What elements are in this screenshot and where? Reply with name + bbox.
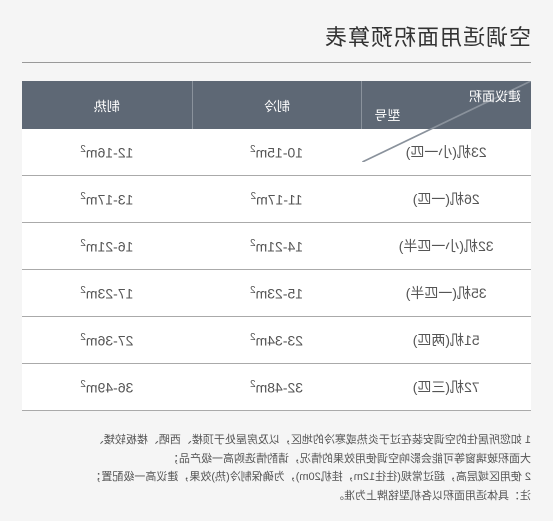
cell-cool: 15-23m2 xyxy=(192,270,362,317)
table-row: 51机(两匹)23-34m227-36m2 xyxy=(22,317,531,364)
header-area-label: 建议面积 xyxy=(469,86,521,105)
cell-cool: 23-34m2 xyxy=(192,317,362,364)
header-cool: 制冷 xyxy=(192,81,362,129)
cell-heat: 27-36m2 xyxy=(22,317,192,364)
cell-cool: 14-21m2 xyxy=(192,223,362,270)
table-row: 26机(一匹)11-17m213-17m2 xyxy=(22,176,531,223)
page-title: 空调适用面积预算表 xyxy=(22,20,531,63)
header-heat: 制热 xyxy=(22,81,192,129)
notes-section: 1 如您所居住的空调安装在过于炎热或寒冷的地区，以及房屋处于顶楼、西晒、楼板较矮… xyxy=(22,431,531,506)
cell-heat: 16-21m2 xyxy=(22,223,192,270)
cell-model: 72机(三匹) xyxy=(361,364,531,411)
note-line: 大面积玻璃窗等可能会影响空调使用效果的情况，请酌情选购高一级产品； xyxy=(22,450,531,469)
table-row: 72机(三匹)32-48m236-49m2 xyxy=(22,364,531,411)
cell-heat: 36-49m2 xyxy=(22,364,192,411)
cell-cool: 11-17m2 xyxy=(192,176,362,223)
cell-heat: 13-17m2 xyxy=(22,176,192,223)
cell-heat: 17-23m2 xyxy=(22,270,192,317)
cell-model: 35机(一匹半) xyxy=(361,270,531,317)
cell-model: 32机(小一匹半) xyxy=(361,223,531,270)
header-model-label: 型号 xyxy=(374,105,400,124)
cell-model: 51机(两匹) xyxy=(361,317,531,364)
note-line: 2 使用区域层高，超过常规(往往12m，挂机20m)，为确保制冷(热)效果，建议… xyxy=(22,468,531,487)
note-line: 注：具体适用面积以各机型铭牌上为准。 xyxy=(22,487,531,506)
note-line: 1 如您所居住的空调安装在过于炎热或寒冷的地区，以及房屋处于顶楼、西晒、楼板较矮… xyxy=(22,431,531,450)
table-row: 35机(一匹半)15-23m217-23m2 xyxy=(22,270,531,317)
cell-cool: 10-15m2 xyxy=(192,129,362,176)
cell-heat: 12-16m2 xyxy=(22,129,192,176)
spec-table: 建议面积 型号 制冷 制热 23机(小一匹)10-15m212-16m226机(… xyxy=(22,81,531,411)
table-row: 32机(小一匹半)14-21m216-21m2 xyxy=(22,223,531,270)
cell-model: 26机(一匹) xyxy=(361,176,531,223)
header-model-area: 建议面积 型号 xyxy=(361,81,531,129)
cell-cool: 32-48m2 xyxy=(192,364,362,411)
